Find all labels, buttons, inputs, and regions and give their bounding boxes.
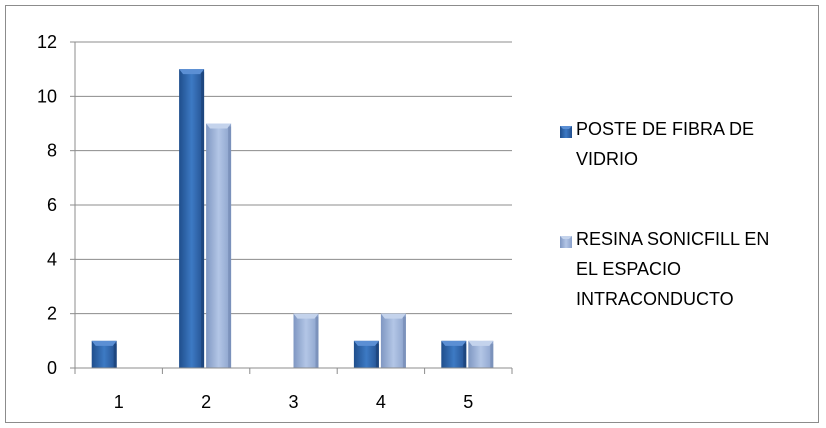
bar — [206, 123, 232, 368]
gridlines — [75, 41, 512, 315]
y-tick-label: 12 — [37, 32, 57, 52]
y-tick-label: 6 — [47, 195, 57, 215]
bar — [293, 313, 319, 368]
y-tick-label: 8 — [47, 141, 57, 161]
bar — [441, 340, 467, 368]
x-tick-label: 4 — [376, 392, 386, 412]
x-tick-label: 5 — [463, 392, 473, 412]
y-tick-label: 2 — [47, 304, 57, 324]
bars — [91, 69, 494, 369]
x-tick-label: 1 — [114, 392, 124, 412]
bar — [179, 69, 205, 369]
bar — [468, 340, 494, 368]
legend-label: RESINA SONICFILL EN EL ESPACIO INTRACONDUC… — [576, 229, 769, 309]
y-tick-label: 4 — [47, 249, 57, 269]
legend-item: RESINA SONICFILL EN EL ESPACIO INTRACONDUC… — [560, 229, 769, 309]
x-tick-label: 2 — [201, 392, 211, 412]
bar — [91, 340, 117, 368]
x-tick-label: 3 — [288, 392, 298, 412]
y-tick-label: 10 — [37, 86, 57, 106]
bar — [353, 340, 379, 368]
legend-label: POSTE DE FIBRA DE VIDRIO — [576, 119, 754, 169]
legend: POSTE DE FIBRA DE VIDRIO RESINA SONICFILL … — [560, 119, 769, 309]
bar — [380, 313, 406, 368]
y-tick-label: 0 — [47, 358, 57, 378]
chart-frame — [5, 5, 819, 423]
legend-item: POSTE DE FIBRA DE VIDRIO — [560, 119, 754, 169]
